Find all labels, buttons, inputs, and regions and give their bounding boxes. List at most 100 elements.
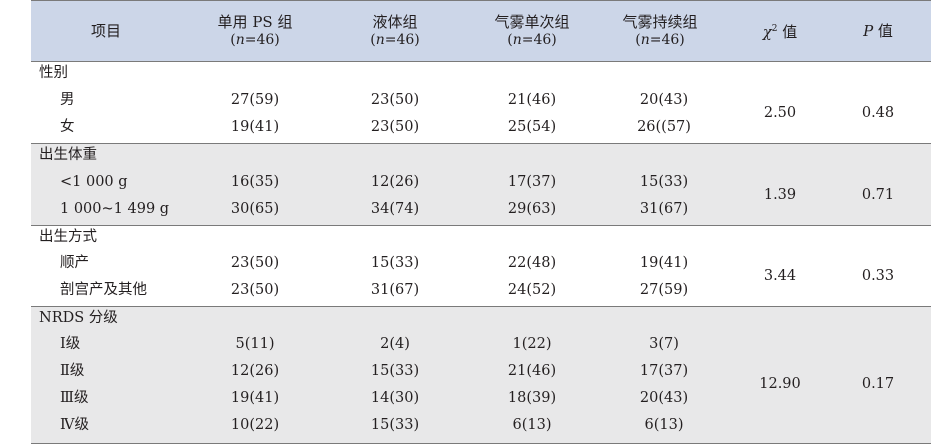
table-cell: 22(48) (507, 255, 557, 271)
column-header-group-3: 气雾单次组 (n=46) (472, 0, 592, 61)
row-label: 男 (60, 92, 75, 108)
group-name: 气雾持续组 (622, 12, 698, 31)
row-label: 顺产 (60, 255, 89, 271)
p-symbol: P (863, 21, 874, 40)
section-rule (31, 143, 931, 144)
row-label: Ⅲ级 (60, 390, 89, 406)
chi-square-value: 1.39 (763, 187, 797, 203)
table-cell: 19(41) (230, 119, 280, 135)
table-cell: 23(50) (370, 92, 420, 108)
section-title: 出生方式 (39, 229, 97, 245)
group-count-variable: n (375, 31, 385, 48)
chi-suffix: 值 (777, 23, 798, 41)
section-title: NRDS 分级 (39, 310, 118, 326)
header-band (31, 0, 931, 61)
table-cell: 19(41) (639, 255, 689, 271)
group-name: 单用 PS 组 (217, 12, 293, 31)
chi-square-value: 3.44 (763, 268, 797, 284)
column-header-group-4: 气雾持续组 (n=46) (600, 0, 720, 61)
table-cell: 20(43) (639, 390, 689, 406)
p-value-label: P 值 (863, 22, 893, 40)
chi-square-label: χ2 值 (763, 20, 798, 41)
row-label: Ⅳ级 (60, 417, 89, 433)
table-cell: 34(74) (370, 201, 420, 217)
p-value: 0.71 (861, 187, 895, 203)
section-title: 性别 (39, 65, 68, 81)
p-value: 0.48 (861, 105, 895, 121)
chi-superscript: 2 (771, 24, 778, 34)
group-count: (n=46) (507, 31, 557, 48)
group-name: 气雾单次组 (494, 12, 570, 31)
column-header-p-value: P 值 (839, 0, 917, 61)
table-cell: 29(63) (507, 201, 557, 217)
table-cell: 23(50) (230, 255, 280, 271)
table-cell: 5(11) (235, 336, 275, 352)
bottom-rule (31, 443, 931, 444)
group-count-value: =46 (521, 31, 552, 48)
table-cell: 12(26) (370, 174, 420, 190)
group-count-value: =46 (384, 31, 415, 48)
table-cell: 19(41) (230, 390, 280, 406)
column-header-chi-square: χ2 值 (741, 0, 819, 61)
section-title: 出生体重 (39, 147, 97, 163)
table-cell: 15(33) (370, 255, 420, 271)
column-header-item: 项目 (31, 0, 181, 61)
top-rule (31, 0, 931, 1)
table-cell: 6(13) (644, 417, 684, 433)
group-count: (n=46) (370, 31, 420, 48)
p-suffix: 值 (873, 21, 893, 40)
group-count-value: =46 (244, 31, 275, 48)
group-count: (n=46) (230, 31, 280, 48)
table-cell: 21(46) (507, 92, 557, 108)
table-cell: 15(33) (639, 174, 689, 190)
table-cell: 27(59) (230, 92, 280, 108)
row-label: 女 (60, 119, 75, 135)
table-cell: 17(37) (507, 174, 557, 190)
row-label: 剖宫产及其他 (60, 282, 147, 298)
table-cell: 20(43) (639, 92, 689, 108)
section-band-birth-weight (31, 143, 931, 225)
group-count: (n=46) (635, 31, 685, 48)
table-cell: 2(4) (380, 336, 410, 352)
row-label: Ⅰ级 (60, 336, 81, 352)
row-label: 1 000~1 499 g (60, 201, 170, 217)
column-header-group-1: 单用 PS 组 (n=46) (200, 0, 310, 61)
table-cell: 17(37) (639, 363, 689, 379)
p-value: 0.33 (861, 268, 895, 284)
table-cell: 21(46) (507, 363, 557, 379)
table-cell: 12(26) (230, 363, 280, 379)
table-cell: 6(13) (512, 417, 552, 433)
table-cell: 23(50) (230, 282, 280, 298)
section-rule (31, 225, 931, 226)
baseline-characteristics-table: 项目 单用 PS 组 (n=46) 液体组 (n=46) 气雾单次组 (n=46… (31, 0, 931, 444)
group-count-value: =46 (649, 31, 680, 48)
column-header-item-label: 项目 (90, 21, 121, 40)
table-cell: 15(33) (370, 417, 420, 433)
group-name: 液体组 (372, 12, 418, 31)
table-cell: 10(22) (230, 417, 280, 433)
table-cell: 27(59) (639, 282, 689, 298)
p-value: 0.17 (861, 376, 895, 392)
chi-square-value: 12.90 (759, 376, 801, 392)
table-cell: 31(67) (370, 282, 420, 298)
table-cell: 16(35) (230, 174, 280, 190)
header-rule (31, 61, 931, 62)
table-cell: 31(67) (639, 201, 689, 217)
column-header-group-2: 液体组 (n=46) (340, 0, 450, 61)
row-label: Ⅱ级 (60, 363, 85, 379)
section-rule (31, 306, 931, 307)
group-count-variable: n (512, 31, 522, 48)
group-count-variable: n (640, 31, 650, 48)
group-count-variable: n (235, 31, 245, 48)
table-cell: 14(30) (370, 390, 420, 406)
table-cell: 18(39) (507, 390, 557, 406)
chi-square-value: 2.50 (763, 105, 797, 121)
table-cell: 24(52) (507, 282, 557, 298)
table-cell: 3(7) (649, 336, 679, 352)
table-cell: 25(54) (507, 119, 557, 135)
table-cell: 30(65) (230, 201, 280, 217)
table-cell: 15(33) (370, 363, 420, 379)
section-band-nrds-grade (31, 306, 931, 444)
chi-symbol: χ (762, 23, 772, 41)
table-cell: 23(50) (370, 119, 420, 135)
